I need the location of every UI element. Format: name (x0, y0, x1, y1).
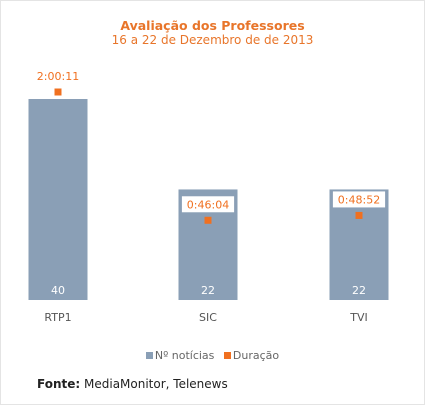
legend-label-noticias: Nº notícias (154, 349, 215, 362)
duration-label-sic: 0:46:04 (187, 198, 229, 211)
duration-label-tvi: 0:48:52 (338, 193, 380, 206)
bar-tvi (329, 189, 389, 300)
legend-item-noticias: Nº notícias (145, 349, 215, 362)
category-label-tvi: TVI (349, 311, 368, 324)
bar-value-label: 40 (51, 284, 65, 297)
legend-swatch-noticias (145, 352, 153, 359)
bar-value-label: 22 (201, 284, 215, 297)
legend-item-duracao: Duração (223, 349, 280, 362)
duration-marker-sic (204, 216, 212, 224)
duration-marker-rtp1 (54, 88, 62, 96)
duration-label-rtp1: 2:00:11 (37, 70, 79, 83)
duration-label-box (181, 196, 235, 213)
source-label: Fonte: (37, 377, 81, 391)
bar-rtp1 (28, 99, 88, 300)
legend-swatch-duracao (223, 352, 231, 359)
chart-title: Avaliação dos Professores (120, 18, 305, 33)
chart-subtitle: 16 a 22 de Dezembro de de 2013 (111, 33, 314, 47)
source-note: Fonte: MediaMonitor, Telenews (37, 377, 228, 391)
legend: Nº notícias Duração (0, 349, 425, 362)
duration-label-box (332, 191, 386, 208)
legend-label-duracao: Duração (232, 349, 280, 362)
bar-value-label: 22 (352, 284, 366, 297)
source-text: MediaMonitor, Telenews (84, 377, 228, 391)
duration-label-box (31, 68, 85, 84)
category-label-sic: SIC (199, 311, 217, 324)
category-label-rtp1: RTP1 (44, 311, 71, 324)
duration-marker-tvi (355, 211, 363, 219)
